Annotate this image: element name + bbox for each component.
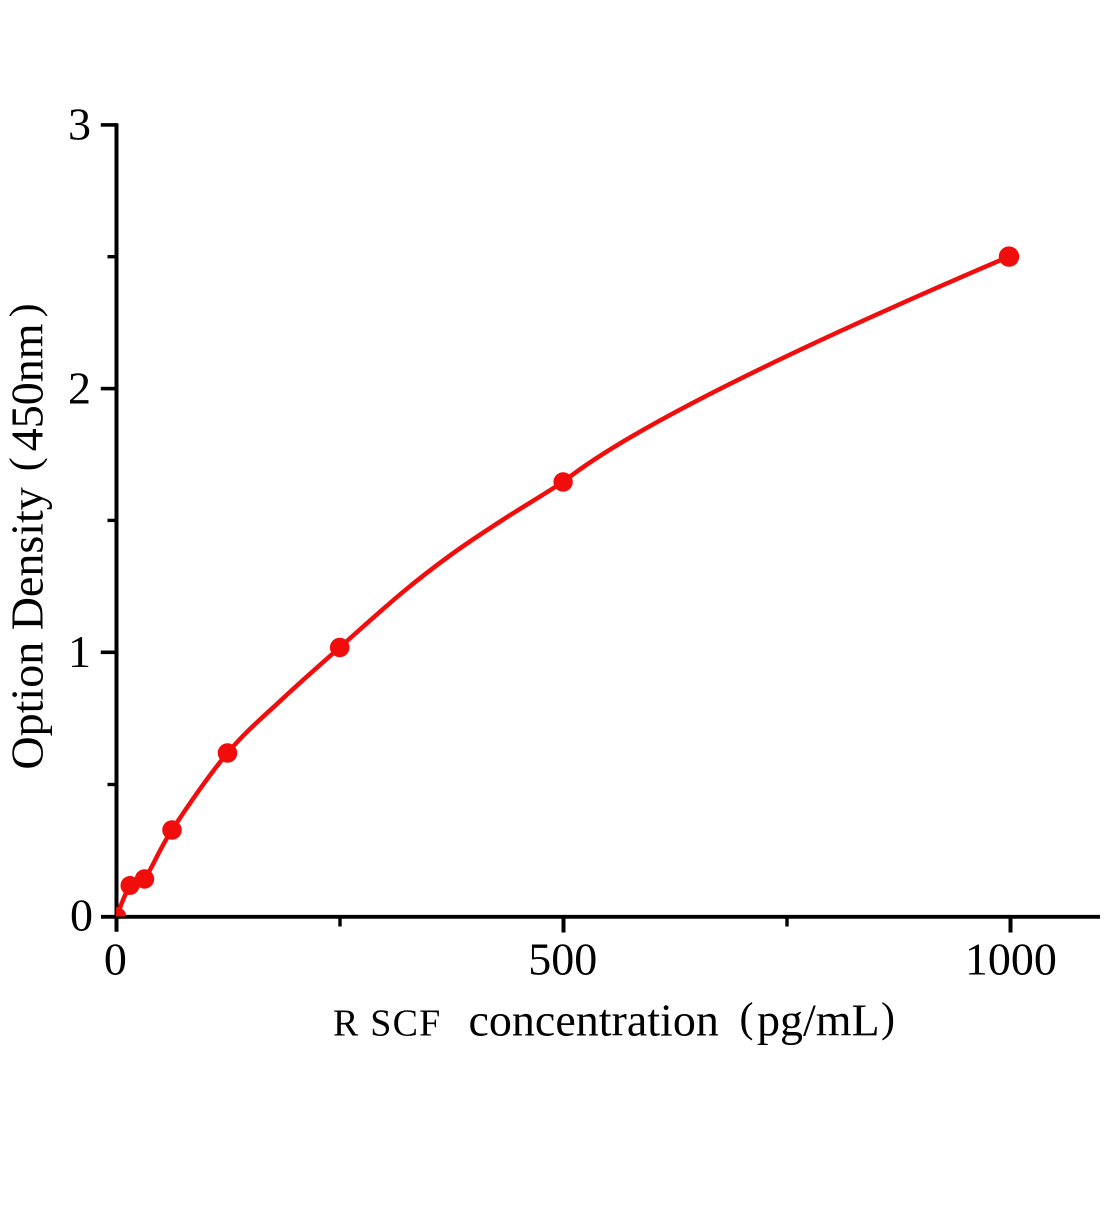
svg-text:): ) (881, 996, 895, 1042)
svg-text:3: 3 (68, 99, 91, 150)
svg-text:0: 0 (104, 934, 127, 985)
svg-text:Option Density(450nm): Option Density(450nm) (2, 303, 53, 769)
svg-text:1000: 1000 (965, 934, 1057, 985)
svg-text:1: 1 (68, 626, 91, 677)
svg-text:R SCF: R SCF (333, 1003, 441, 1045)
svg-text:pg/mL: pg/mL (757, 995, 880, 1046)
svg-text:0: 0 (70, 890, 93, 941)
svg-text:concentration: concentration (469, 995, 719, 1046)
svg-text:500: 500 (528, 934, 597, 985)
svg-text:2: 2 (68, 362, 91, 413)
svg-text:(: ( (740, 996, 754, 1042)
